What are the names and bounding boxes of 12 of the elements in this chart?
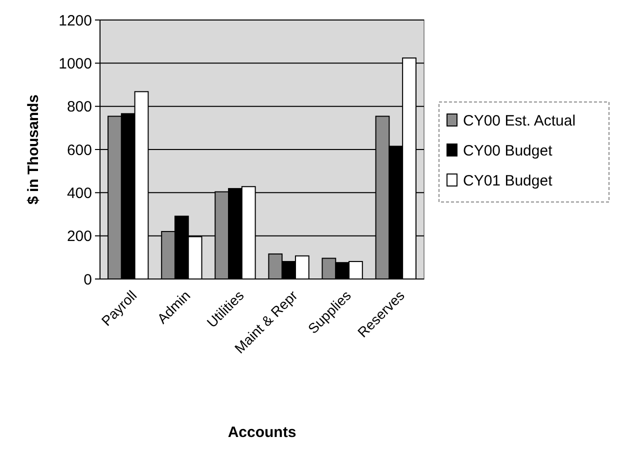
legend-label: CY00 Est. Actual [463, 112, 576, 130]
y-tick-label: 200 [66, 228, 92, 246]
y-axis-title: $ in Thousands [25, 94, 42, 205]
y-tick-label: 400 [66, 184, 92, 202]
y-tick-label: 0 [84, 271, 92, 288]
y-tick-label: 800 [66, 98, 92, 116]
legend-label: CY01 Budget [463, 172, 554, 190]
x-axis-title: Accounts [228, 424, 296, 441]
y-tick-label: 600 [66, 142, 92, 159]
legend-label: CY00 Budget [463, 142, 554, 160]
y-tick-label: 1200 [58, 12, 92, 30]
y-tick-label: 1000 [58, 55, 92, 72]
